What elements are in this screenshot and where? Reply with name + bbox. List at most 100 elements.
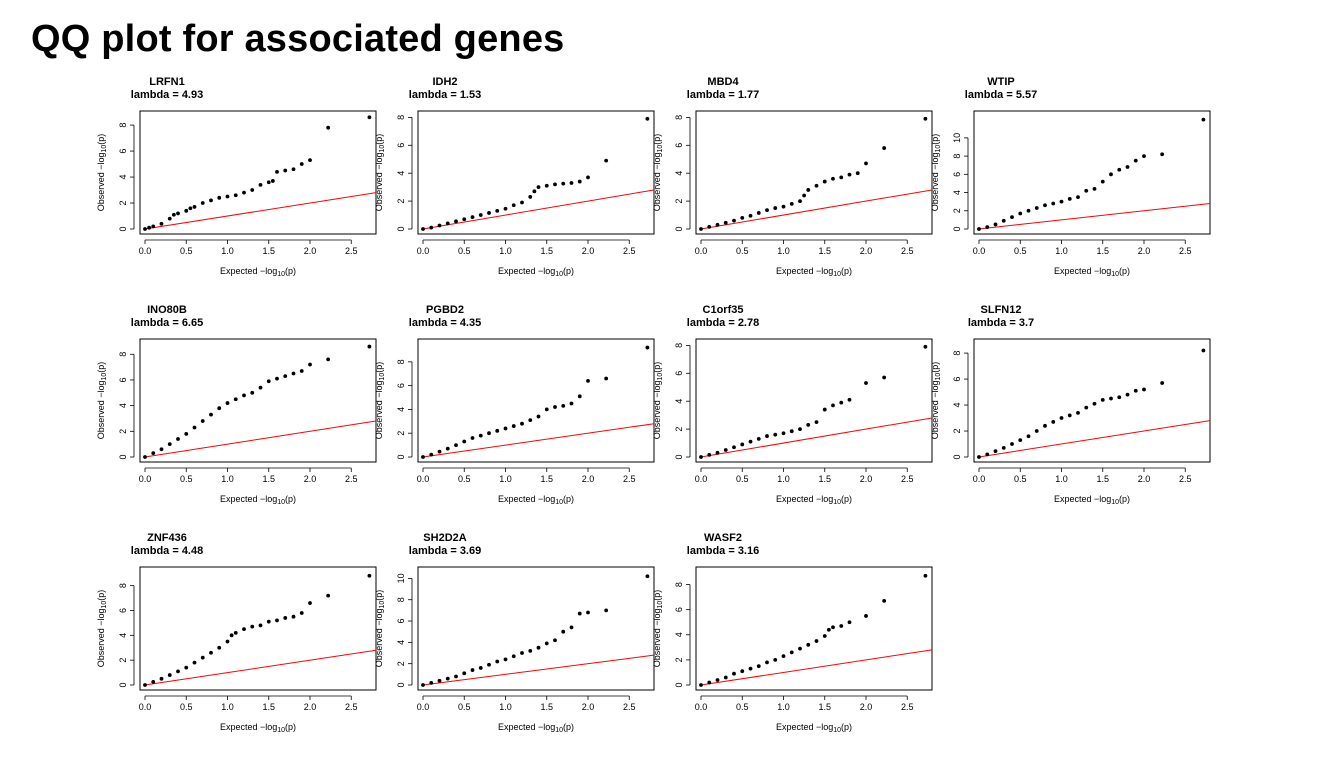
panel-lambda: lambda = 6.65 bbox=[130, 317, 204, 329]
plot-frame bbox=[139, 338, 377, 463]
y-tick-label: 6 bbox=[674, 371, 684, 376]
qq-point bbox=[429, 452, 434, 457]
qq-panel-wasf2: WASF2 lambda = 3.16 0.0 0.5 1.0 1.5 2.0 2.5 0 2 4 6… bbox=[584, 532, 933, 760]
x-tick-label: 2.0 bbox=[1138, 246, 1151, 256]
qq-point bbox=[520, 651, 524, 655]
qq-point bbox=[798, 427, 802, 431]
panel-lambda: lambda = 5.57 bbox=[964, 89, 1038, 101]
reference-line bbox=[700, 189, 932, 230]
x-tick-label: 0.0 bbox=[139, 246, 152, 256]
x-tick-label: 1.5 bbox=[262, 702, 275, 712]
qq-point bbox=[429, 680, 434, 685]
qq-point bbox=[1092, 187, 1097, 191]
qq-point bbox=[864, 381, 868, 385]
qq-point bbox=[270, 179, 275, 183]
qq-panel-ino80b: INO80B lambda = 6.65 0.0 0.5 1.0 1.5 2.0 2.5 0 2 4… bbox=[28, 304, 377, 532]
qq-point bbox=[1133, 388, 1138, 393]
y-tick-label: 2 bbox=[118, 201, 128, 206]
qq-point bbox=[789, 201, 794, 206]
qq-point bbox=[1067, 413, 1072, 418]
reference-line bbox=[422, 654, 654, 686]
qq-point bbox=[326, 593, 331, 598]
qq-point bbox=[814, 639, 819, 643]
panel-title: MBD4 bbox=[707, 76, 739, 88]
qq-point bbox=[765, 434, 769, 438]
qq-plot-svg: 0.0 0.5 1.0 1.5 2.0 2.5 0 2 4 6 8 Expected −log10(p… bbox=[652, 110, 933, 278]
x-tick-label: 1.5 bbox=[818, 246, 831, 256]
panel-title: WTIP bbox=[987, 76, 1015, 88]
y-tick-label: 8 bbox=[674, 582, 684, 587]
qq-point bbox=[233, 397, 238, 402]
y-tick-label: 8 bbox=[396, 359, 406, 364]
plot-frame bbox=[417, 110, 655, 235]
qq-point bbox=[814, 420, 819, 425]
qq-point bbox=[740, 215, 745, 220]
qq-point bbox=[1084, 188, 1089, 193]
y-axis-title: Observed −log10(p) bbox=[96, 134, 108, 212]
x-tick-label: 2.5 bbox=[623, 474, 636, 484]
y-axis-title: Observed −log10(p) bbox=[96, 590, 108, 668]
qq-point bbox=[1010, 442, 1014, 446]
qq-point bbox=[699, 455, 703, 459]
qq-point bbox=[308, 601, 312, 605]
qq-point bbox=[159, 221, 164, 226]
qq-point bbox=[283, 168, 288, 173]
qq-point bbox=[1026, 434, 1031, 439]
qq-point bbox=[217, 195, 222, 200]
qq-point bbox=[553, 182, 557, 187]
qq-point bbox=[171, 212, 176, 217]
x-tick-label: 0.0 bbox=[417, 246, 430, 256]
qq-point bbox=[495, 208, 500, 213]
qq-point bbox=[520, 200, 524, 205]
x-tick-label: 1.5 bbox=[262, 474, 275, 484]
y-tick-label: 0 bbox=[396, 454, 406, 459]
panel-title: PGBD2 bbox=[426, 304, 464, 316]
qq-point bbox=[188, 206, 193, 211]
x-tick-label: 2.0 bbox=[582, 246, 595, 256]
qq-point bbox=[326, 125, 331, 130]
qq-point bbox=[478, 433, 483, 438]
qq-point bbox=[147, 225, 152, 230]
qq-point bbox=[266, 180, 271, 185]
x-tick-label: 1.0 bbox=[1055, 474, 1068, 484]
qq-point bbox=[250, 624, 255, 629]
plot-frame bbox=[695, 338, 933, 463]
x-tick-label: 2.5 bbox=[623, 246, 636, 256]
qq-point bbox=[487, 431, 491, 436]
qq-plot-svg: 0.0 0.5 1.0 1.5 2.0 2.5 0 2 4 6 8 Expected −log10(p… bbox=[96, 338, 377, 506]
x-tick-label: 1.5 bbox=[818, 702, 831, 712]
qq-point bbox=[831, 176, 835, 181]
x-tick-label: 0.5 bbox=[736, 474, 749, 484]
qq-point bbox=[209, 198, 213, 203]
plot-frame bbox=[139, 110, 377, 235]
qq-plot-svg: 0.0 0.5 1.0 1.5 2.0 2.5 0 2 4 6 8 Expected −log10(p… bbox=[96, 110, 377, 278]
y-axis-title: Observed −log10(p) bbox=[930, 134, 942, 212]
y-tick-label: 6 bbox=[952, 377, 962, 382]
x-tick-label: 2.0 bbox=[304, 246, 317, 256]
x-tick-label: 0.0 bbox=[973, 246, 986, 256]
qq-panel-znf436: ZNF436 lambda = 4.48 0.0 0.5 1.0 1.5 2.0 2.5 0 2 4… bbox=[28, 532, 377, 760]
qq-point bbox=[229, 633, 234, 638]
qq-point bbox=[200, 419, 205, 423]
y-tick-label: 6 bbox=[674, 607, 684, 612]
qq-point bbox=[561, 181, 566, 186]
x-tick-label: 1.5 bbox=[1096, 474, 1109, 484]
qq-point bbox=[1109, 172, 1113, 177]
y-tick-label: 0 bbox=[118, 226, 128, 231]
qq-point bbox=[732, 671, 736, 676]
y-axis-title: Observed −log10(p) bbox=[96, 362, 108, 440]
qq-panel-wtip: WTIP lambda = 5.57 0.0 0.5 1.0 1.5 2.0 2.5 0 2 4 6 8… bbox=[862, 76, 1211, 304]
qq-point bbox=[604, 158, 609, 163]
plot-frame bbox=[695, 566, 933, 691]
x-tick-label: 1.5 bbox=[262, 246, 275, 256]
x-tick-label: 1.5 bbox=[818, 474, 831, 484]
qq-panel-pgbd2: PGBD2 lambda = 4.35 0.0 0.5 1.0 1.5 2.0 2.5 0 2 4 6… bbox=[306, 304, 655, 532]
qq-point bbox=[242, 190, 246, 195]
qq-point bbox=[454, 674, 458, 679]
qq-point bbox=[847, 397, 852, 402]
panel-lambda: lambda = 3.69 bbox=[408, 545, 482, 557]
qq-point bbox=[765, 208, 769, 213]
x-tick-label: 1.5 bbox=[540, 474, 553, 484]
qq-point bbox=[740, 669, 745, 674]
qq-point bbox=[699, 683, 703, 687]
